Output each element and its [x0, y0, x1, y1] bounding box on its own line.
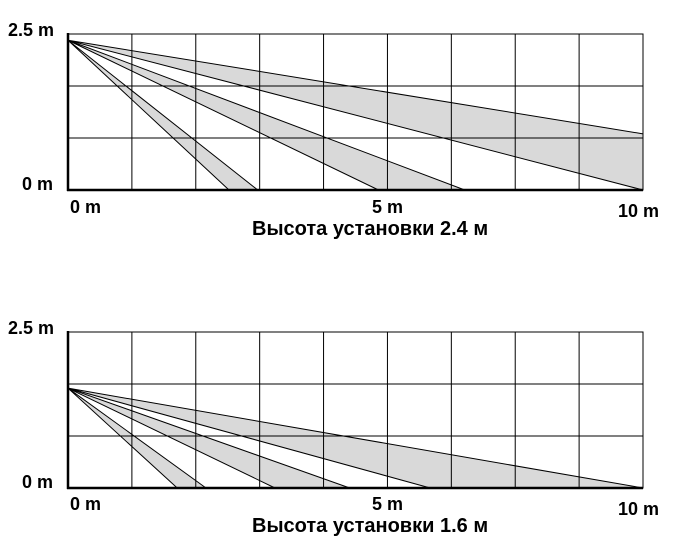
- x-axis-end-label: 10 m: [618, 499, 659, 519]
- x-axis-end-label: 10 m: [618, 201, 659, 221]
- x-axis-mid-label: 5 m: [372, 494, 403, 514]
- x-axis-mid-label: 5 m: [372, 197, 403, 217]
- y-axis-top-label: 2.5 m: [8, 318, 54, 338]
- beam-group: [67, 387, 644, 489]
- y-axis-bottom-label: 0 m: [22, 174, 53, 194]
- beam-group: [67, 39, 644, 191]
- diagram-mount-2-4m: 2.5 m 0 m 0 m 5 m 10 m Высота установки …: [8, 20, 659, 240]
- grid: [66, 331, 644, 490]
- y-axis-bottom-label: 0 m: [22, 472, 53, 492]
- y-axis-top-label: 2.5 m: [8, 20, 54, 40]
- x-axis-start-label: 0 m: [70, 197, 101, 217]
- detection-beam-3: [67, 387, 644, 489]
- diagram-mount-1-6m: 2.5 m 0 m 0 m 5 m 10 m Высота установки …: [8, 318, 659, 537]
- grid: [66, 33, 644, 192]
- x-axis-start-label: 0 m: [70, 494, 101, 514]
- diagram-caption: Высота установки 2.4 м: [252, 218, 488, 240]
- diagram-caption: Высота установки 1.6 м: [252, 515, 488, 537]
